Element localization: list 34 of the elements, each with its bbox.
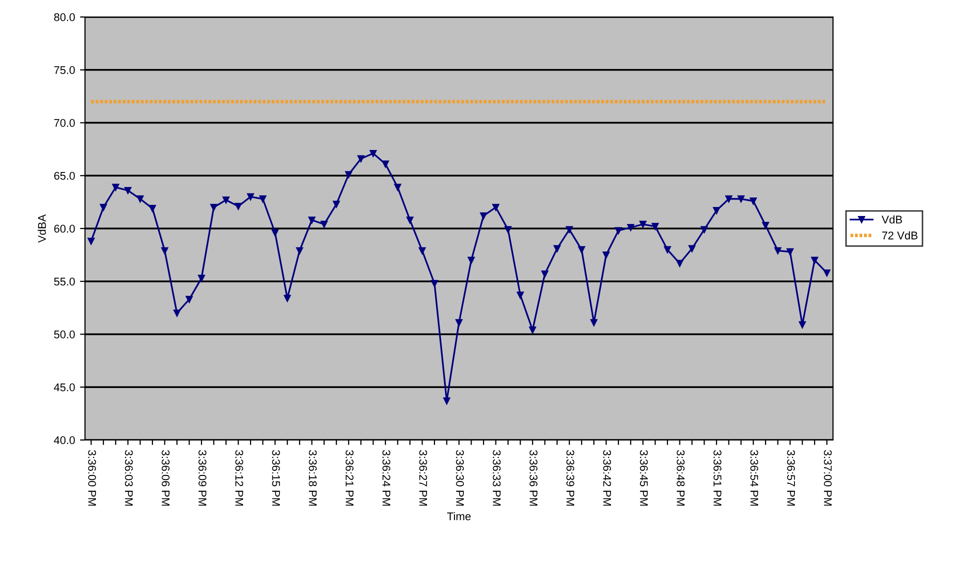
x-tick-label: 3:36:48 PM (676, 450, 685, 506)
x-tick-label: 3:36:42 PM (603, 450, 612, 506)
legend-label: 72 VdB (882, 231, 918, 240)
x-tick-label: 3:36:36 PM (530, 450, 538, 506)
x-tick-label: 3:36:00 PM (88, 450, 96, 506)
x-tick-label: 3:36:21 PM (346, 450, 354, 506)
x-tick-label: 3:36:39 PM (566, 450, 574, 506)
y-tick-label: 45.0 (54, 383, 75, 392)
y-tick-label: 70.0 (54, 119, 75, 127)
y-tick-label: 75.0 (54, 66, 75, 74)
y-tick-label: 55.0 (54, 278, 75, 286)
y-tick-label: 50.0 (54, 330, 75, 338)
x-tick-label: 3:36:18 PM (308, 450, 317, 506)
x-tick-label: 3:36:09 PM (198, 450, 206, 506)
y-tick-label: 40.0 (54, 436, 75, 444)
y-axis-title: VdBA (38, 214, 46, 243)
y-tick-label: 65.0 (54, 172, 75, 180)
x-tick-label: 3:36:51 PM (714, 450, 722, 506)
y-tick-label: 60.0 (54, 224, 75, 233)
x-tick-label: 3:37:00 PM (824, 450, 832, 506)
x-tick-label: 3:36:45 PM (640, 450, 648, 506)
x-axis-title: Time (447, 512, 471, 520)
y-tick-label: 80.0 (54, 13, 75, 22)
x-tick-label: 3:36:27 PM (419, 450, 428, 506)
x-tick-label: 3:36:57 PM (787, 450, 795, 506)
x-tick-label: 3:36:30 PM (456, 450, 464, 506)
x-tick-label: 3:36:54 PM (750, 450, 758, 506)
legend-label: VdB (882, 215, 902, 224)
x-tick-label: 3:36:33 PM (492, 450, 501, 506)
x-tick-label: 3:36:24 PM (382, 450, 390, 506)
x-tick-label: 3:36:15 PM (272, 450, 280, 506)
x-tick-label: 3:36:03 PM (124, 450, 133, 506)
x-tick-label: 3:36:06 PM (162, 450, 170, 506)
x-tick-label: 3:36:12 PM (235, 450, 244, 506)
